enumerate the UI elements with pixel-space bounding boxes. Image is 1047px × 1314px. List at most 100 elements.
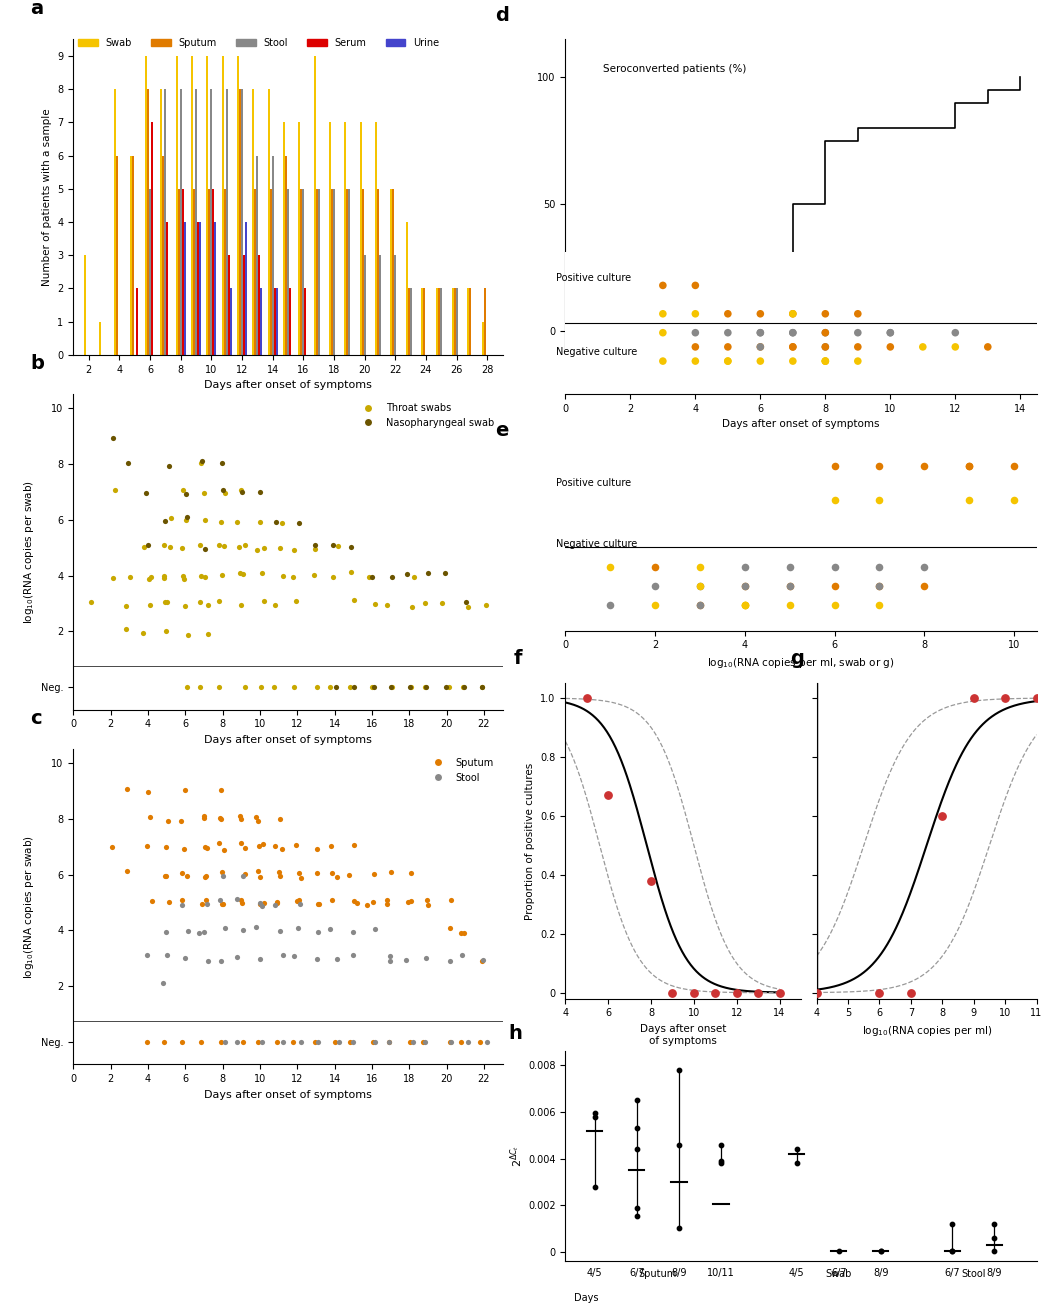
Throat swabs [232, 480, 249, 501]
Sputum [237, 838, 253, 859]
Bar [275, 288, 277, 355]
Point [687, 275, 704, 296]
Point [752, 351, 768, 372]
Throat swabs [214, 564, 230, 585]
Stool [253, 895, 270, 916]
Bar [359, 122, 361, 355]
Sputum [420, 895, 437, 916]
Point [380, 1031, 397, 1053]
Bar [363, 255, 365, 355]
Point [600, 784, 617, 805]
Point [781, 556, 798, 577]
Point [474, 677, 491, 698]
Bar [273, 288, 275, 355]
Point [402, 1031, 419, 1053]
Stool [228, 888, 245, 909]
Sputum [179, 865, 196, 886]
Sputum [199, 837, 216, 858]
Sputum [359, 895, 376, 916]
Throat swabs [156, 535, 173, 556]
Sputum [289, 891, 306, 912]
Point [916, 576, 933, 597]
Point [327, 1031, 343, 1053]
Sputum [231, 805, 248, 827]
Sputum [292, 867, 309, 888]
Point [628, 1139, 645, 1160]
Sputum [157, 866, 174, 887]
Sputum [268, 892, 285, 913]
Point [285, 1031, 302, 1053]
Stool [214, 951, 230, 972]
Point [586, 1102, 603, 1123]
Sputum [273, 838, 290, 859]
Throat swabs [342, 562, 359, 583]
Point [1028, 687, 1045, 708]
Sputum [176, 779, 193, 800]
Stool [275, 945, 292, 966]
Bar [257, 155, 259, 355]
Text: f: f [513, 649, 522, 669]
Point [961, 456, 978, 477]
Point [736, 576, 753, 597]
Point [934, 805, 951, 827]
Point [916, 556, 933, 577]
Sputum [329, 867, 346, 888]
Point [602, 594, 619, 615]
Sputum [174, 890, 191, 911]
Throat swabs [174, 537, 191, 558]
Point [628, 1118, 645, 1139]
X-axis label: Days after onset of symptoms: Days after onset of symptoms [204, 735, 372, 745]
Bar [300, 189, 303, 355]
Bar [317, 189, 319, 355]
Text: Positive culture: Positive culture [556, 273, 631, 283]
Sputum [196, 805, 213, 827]
Throat swabs [107, 480, 124, 501]
Bar [183, 222, 185, 355]
Y-axis label: log$_{10}$(RNA copies per swab): log$_{10}$(RNA copies per swab) [22, 834, 36, 979]
Point [664, 983, 681, 1004]
Stool [271, 920, 288, 941]
Bar [393, 189, 395, 355]
Stool [329, 949, 346, 970]
Y-axis label: log$_{10}$(RNA copies per swab): log$_{10}$(RNA copies per swab) [22, 480, 36, 624]
Sputum [248, 807, 265, 828]
Throat swabs [158, 591, 175, 612]
Point [692, 556, 709, 577]
X-axis label: Days after onset of symptoms: Days after onset of symptoms [204, 380, 372, 390]
Point [781, 576, 798, 597]
Point [986, 1240, 1003, 1261]
Point [849, 322, 866, 343]
Point [692, 576, 709, 597]
Stool [290, 918, 307, 940]
Nasopharyngeal swab [364, 566, 381, 587]
Point [784, 336, 801, 357]
Point [173, 1031, 190, 1053]
Bar [349, 189, 351, 355]
Throat swabs [105, 568, 121, 589]
Stool [235, 920, 251, 941]
Point [826, 594, 843, 615]
Point [138, 1031, 155, 1053]
Bar [455, 288, 458, 355]
Bar [147, 89, 149, 355]
Sputum [379, 894, 396, 915]
Point [817, 351, 833, 372]
Bar [224, 189, 225, 355]
Sputum [158, 837, 175, 858]
Throat swabs [237, 535, 253, 556]
Stool [474, 950, 491, 971]
Nasopharyngeal swab [178, 484, 195, 505]
Point [405, 1031, 422, 1053]
Stool [285, 946, 302, 967]
Text: Seroconverted patients (%): Seroconverted patients (%) [603, 64, 747, 75]
Throat swabs [285, 566, 302, 587]
Sputum [140, 782, 157, 803]
Throat swabs [117, 619, 134, 640]
Point [830, 1240, 847, 1261]
Throat swabs [307, 539, 324, 560]
Nasopharyngeal swab [251, 481, 268, 502]
Sputum [251, 894, 268, 915]
Point [784, 351, 801, 372]
Point [692, 576, 709, 597]
Sputum [271, 808, 288, 829]
